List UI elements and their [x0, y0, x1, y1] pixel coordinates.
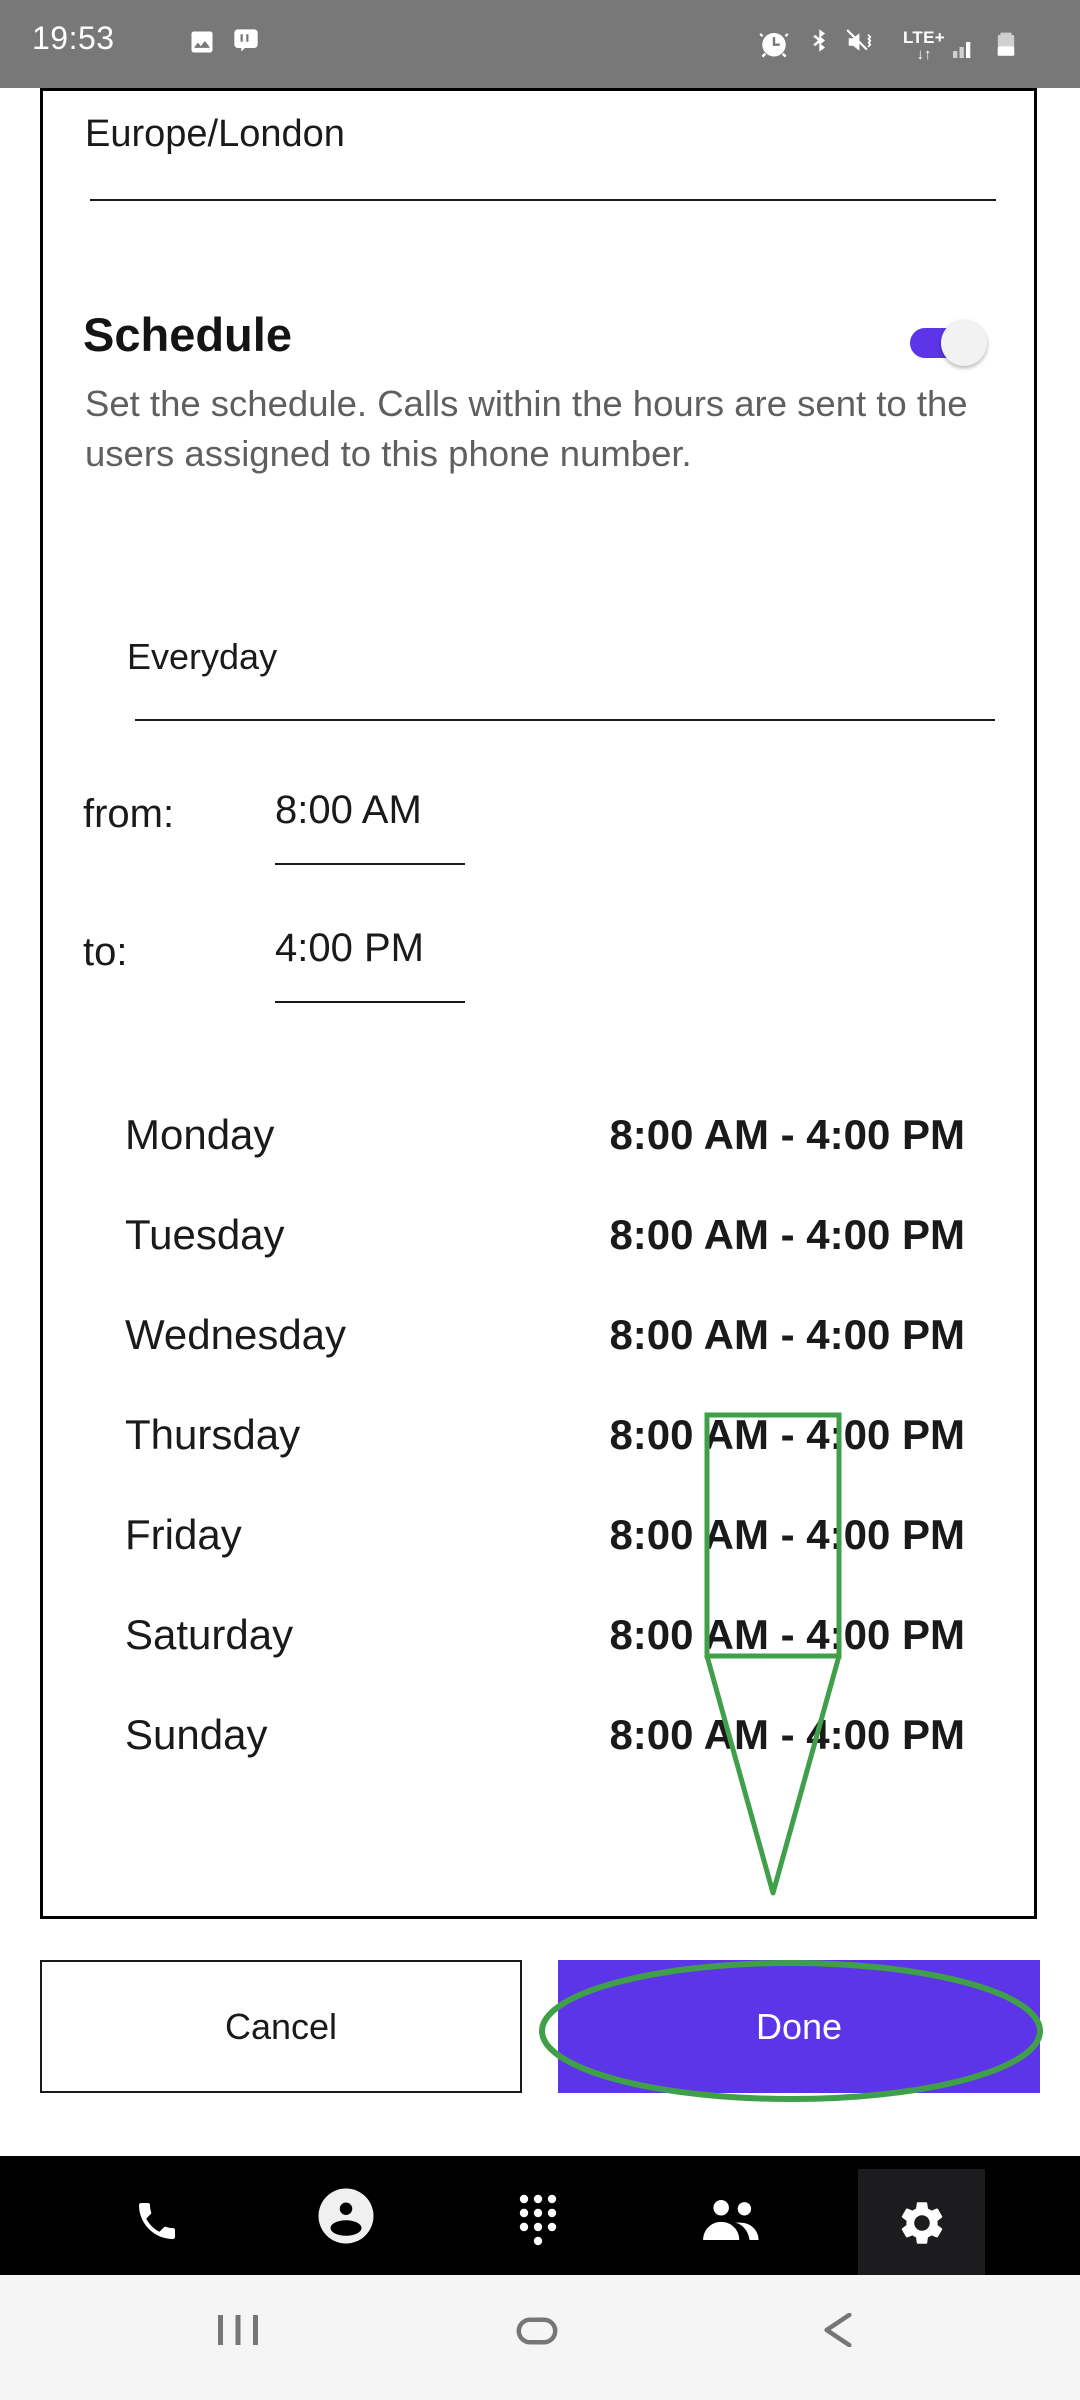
- svg-text:↓↑: ↓↑: [917, 46, 932, 62]
- svg-text:LTE+: LTE+: [903, 28, 945, 47]
